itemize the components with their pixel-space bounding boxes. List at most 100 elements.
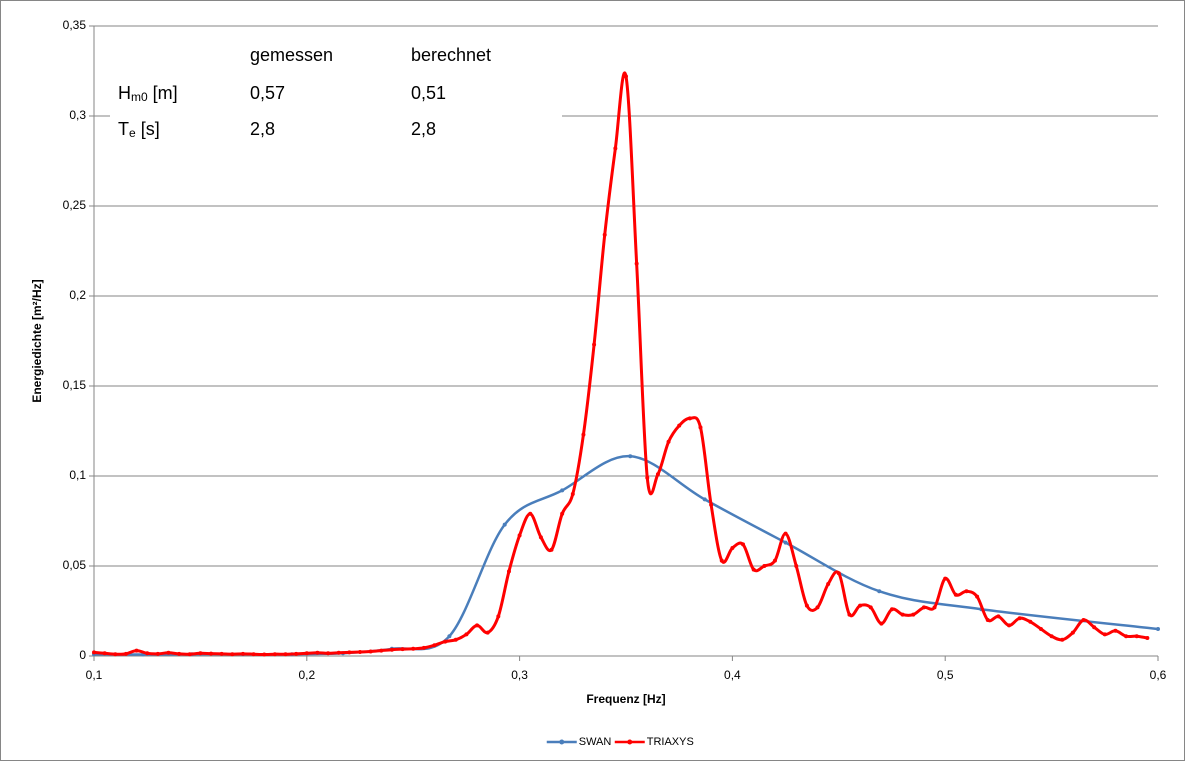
annotation-label: Te [s] [118, 119, 160, 140]
point [506, 569, 511, 574]
point [1060, 637, 1065, 642]
point [666, 439, 671, 444]
point [326, 651, 331, 656]
point [592, 342, 597, 347]
point [772, 558, 777, 563]
point [964, 589, 969, 594]
point [1049, 634, 1054, 639]
point [560, 511, 565, 516]
point [687, 416, 692, 421]
point [432, 643, 437, 648]
y-axis-title: Energiedichte [m²/Hz] [30, 279, 44, 402]
point [921, 605, 926, 610]
y-tick-label: 0,25 [63, 198, 87, 212]
point [645, 475, 650, 480]
x-tick-label: 0,3 [511, 668, 528, 682]
point [634, 261, 639, 266]
point [890, 607, 894, 612]
point [1070, 630, 1075, 635]
point [975, 594, 980, 599]
point [304, 651, 309, 656]
point [123, 651, 128, 656]
point [1102, 632, 1107, 637]
legend-marker [559, 739, 565, 745]
x-tick-label: 0,1 [86, 668, 103, 682]
point [379, 648, 384, 653]
annotation-value: 2,8 [250, 119, 275, 139]
point [496, 614, 501, 619]
point [613, 146, 618, 151]
point [730, 546, 735, 550]
point [1145, 636, 1150, 640]
point [709, 502, 714, 507]
point [826, 582, 831, 586]
plot [92, 71, 1160, 657]
point [762, 564, 767, 568]
x-axis-title: Frequenz [Hz] [586, 692, 665, 706]
point [858, 603, 863, 608]
point [1156, 627, 1160, 631]
annotation-value: 2,8 [411, 119, 436, 139]
point [464, 632, 469, 637]
grid: 0 0,05 0,1 0,15 0,2 0,25 0,3 0,35 0,1 0,2 0,3 0,4 0,… [63, 18, 1167, 682]
point [698, 425, 703, 430]
point [347, 650, 352, 655]
point [624, 74, 628, 79]
point [953, 592, 958, 597]
point [389, 647, 394, 652]
annotation-value: 0,57 [250, 83, 285, 103]
point [113, 652, 118, 657]
point [1124, 634, 1129, 639]
x-tick-label: 0,6 [1150, 668, 1167, 682]
subscript: m0 [131, 90, 148, 104]
point [815, 605, 820, 610]
x-tick-label: 0,5 [937, 668, 954, 682]
point [283, 652, 288, 657]
point [783, 531, 788, 536]
annotation-label: Hm0 [m] [118, 83, 178, 104]
point [336, 650, 341, 655]
point [1134, 634, 1139, 639]
point [187, 652, 192, 657]
point [1038, 627, 1043, 631]
point [677, 423, 682, 428]
point [628, 454, 633, 459]
point [570, 492, 575, 496]
point [751, 567, 756, 572]
point [538, 535, 543, 540]
point [996, 614, 1001, 619]
point [447, 634, 452, 639]
y-tick-label: 0,15 [63, 378, 87, 392]
point [900, 612, 905, 617]
point [804, 603, 809, 608]
point [783, 540, 788, 545]
point [145, 651, 150, 656]
point [932, 605, 937, 610]
legend-marker [627, 739, 633, 745]
point [581, 432, 586, 437]
point [134, 648, 139, 653]
point [1007, 623, 1012, 628]
point [741, 542, 746, 547]
unit: [s] [141, 119, 160, 139]
legend-label: TRIAXYS [647, 736, 694, 748]
point [1092, 625, 1097, 630]
point [166, 650, 171, 655]
point [560, 488, 565, 493]
annotation-value: 0,51 [411, 83, 446, 103]
annotation-header: gemessen [250, 45, 333, 65]
x-tick-label: 0,2 [298, 668, 315, 682]
y-tick-label: 0,1 [69, 468, 86, 482]
point [877, 589, 882, 594]
point [847, 612, 852, 617]
annotation-header: berechnet [411, 45, 491, 65]
point [794, 564, 799, 568]
point [475, 623, 480, 628]
point [240, 651, 245, 656]
point [368, 649, 373, 654]
point [198, 651, 203, 656]
point [1028, 619, 1033, 624]
point [219, 651, 224, 656]
point [400, 647, 405, 652]
